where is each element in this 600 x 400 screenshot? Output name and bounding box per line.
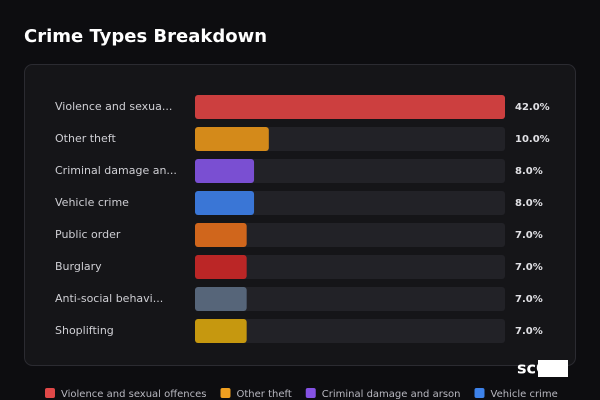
- legend-label: Criminal damage and arson: [322, 389, 461, 400]
- value-label: 7.0%: [515, 262, 543, 273]
- bar: [195, 159, 255, 183]
- value-label: 8.0%: [515, 166, 543, 177]
- category-label: Violence and sexua...: [55, 100, 172, 113]
- chart-title: Crime Types Breakdown: [24, 26, 267, 47]
- category-label: Criminal damage an...: [55, 164, 177, 177]
- value-label: 7.0%: [515, 326, 543, 337]
- bar-track: [195, 255, 505, 279]
- category-label: Burglary: [55, 260, 102, 273]
- legend-swatch: [305, 388, 316, 398]
- bar-track: [195, 287, 505, 311]
- bar-track: [195, 127, 505, 151]
- category-label: Public order: [55, 228, 121, 241]
- legend-label: Other theft: [237, 389, 292, 400]
- category-label: Shoplifting: [55, 324, 114, 337]
- legend-swatch: [220, 388, 231, 398]
- bar-track: [195, 159, 505, 183]
- value-label: 10.0%: [515, 134, 550, 145]
- legend-label: Violence and sexual offences: [61, 389, 207, 400]
- bar-track: [195, 223, 505, 247]
- bar: [195, 191, 255, 215]
- category-label: Other theft: [55, 132, 116, 145]
- bar: [195, 95, 505, 119]
- category-label: Vehicle crime: [55, 196, 129, 209]
- value-label: 7.0%: [515, 230, 543, 241]
- legend-label: Vehicle crime: [491, 389, 558, 400]
- value-label: 8.0%: [515, 198, 543, 209]
- legend-swatch: [45, 388, 55, 398]
- bar-track: [195, 319, 505, 343]
- bar: [195, 255, 247, 279]
- bar: [195, 127, 269, 151]
- category-label: Anti-social behavi...: [55, 292, 163, 305]
- value-label: 42.0%: [515, 102, 550, 113]
- bar: [195, 319, 247, 343]
- watermark-box: [538, 360, 568, 377]
- bar-track: [195, 191, 505, 215]
- value-label: 7.0%: [515, 294, 543, 305]
- bar: [195, 287, 247, 311]
- legend-swatch: [474, 388, 485, 398]
- watermark: scOS: [517, 359, 561, 378]
- bar: [195, 223, 247, 247]
